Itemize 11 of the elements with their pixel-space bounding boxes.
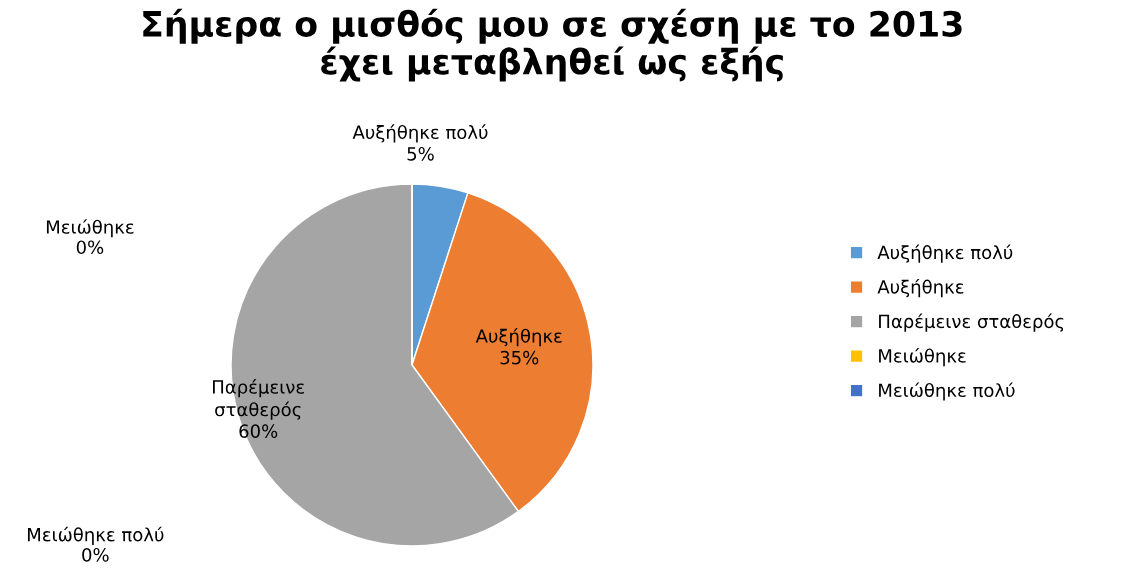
data-label: Παρέμεινε σταθερός 60% [213,379,304,438]
text: Μειώθηκε πολύ 0% [27,526,164,562]
chart-title: Σήμερα ο μισθός μου σε σχέση με το 2013 έχει μεταβληθεί ως εξής [143,8,962,82]
legend-label: Αυξήθηκε [877,279,964,298]
legend-label: Μειώθηκε [879,347,966,367]
legend-label: Μειώθηκε πολύ [879,382,1015,401]
text: Μειώθηκε 0% [46,219,134,255]
legend-label: Αυξήθηκε πολύ [877,244,1013,263]
legend-label: Παρέμεινε σταθερός [879,313,1064,332]
data-label: Αυξήθηκε 35% [475,328,562,365]
data-label: Αυξήθηκε πολύ 5% [352,124,488,161]
